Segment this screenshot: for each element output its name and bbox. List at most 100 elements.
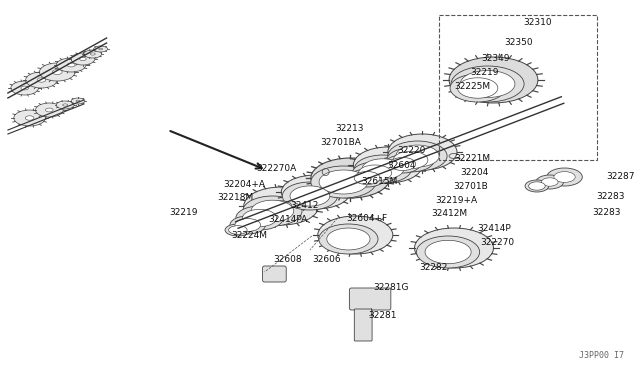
Ellipse shape — [235, 218, 260, 231]
Ellipse shape — [385, 155, 420, 173]
Ellipse shape — [243, 209, 276, 227]
Text: 32204: 32204 — [460, 167, 488, 176]
Ellipse shape — [547, 168, 582, 186]
Text: 32701B: 32701B — [453, 182, 488, 190]
Ellipse shape — [307, 187, 325, 197]
Ellipse shape — [94, 46, 108, 52]
FancyBboxPatch shape — [262, 266, 286, 282]
Ellipse shape — [353, 147, 422, 183]
Ellipse shape — [11, 81, 38, 95]
Text: 32219: 32219 — [170, 208, 198, 217]
Ellipse shape — [271, 201, 292, 211]
Ellipse shape — [251, 200, 294, 222]
Ellipse shape — [311, 166, 376, 198]
Ellipse shape — [99, 48, 102, 50]
Text: 32204+A: 32204+A — [223, 180, 265, 189]
FancyBboxPatch shape — [349, 288, 391, 310]
Ellipse shape — [353, 162, 397, 184]
Ellipse shape — [56, 58, 86, 72]
Ellipse shape — [355, 155, 412, 183]
Ellipse shape — [56, 101, 74, 109]
Ellipse shape — [417, 236, 479, 268]
Ellipse shape — [536, 175, 564, 189]
Text: 32281: 32281 — [368, 311, 397, 320]
Text: 32412M: 32412M — [431, 208, 467, 218]
Text: 32283: 32283 — [592, 208, 621, 217]
Ellipse shape — [394, 151, 428, 169]
Ellipse shape — [282, 182, 337, 210]
Ellipse shape — [26, 72, 57, 88]
Text: 32221M: 32221M — [454, 154, 490, 163]
Ellipse shape — [71, 98, 85, 104]
Text: 32283: 32283 — [596, 192, 625, 201]
Ellipse shape — [236, 206, 284, 230]
Ellipse shape — [21, 86, 28, 90]
Ellipse shape — [37, 78, 46, 82]
Ellipse shape — [358, 165, 392, 181]
Ellipse shape — [378, 160, 397, 170]
Ellipse shape — [71, 53, 95, 65]
Ellipse shape — [79, 57, 86, 61]
Text: 32220: 32220 — [397, 145, 426, 154]
Ellipse shape — [449, 57, 538, 103]
Ellipse shape — [481, 74, 506, 86]
Text: 32604: 32604 — [387, 160, 415, 170]
Ellipse shape — [45, 108, 53, 112]
Text: 32225M: 32225M — [454, 81, 490, 90]
Text: 32219: 32219 — [471, 67, 499, 77]
Bar — [439, 15, 597, 160]
Text: 32412: 32412 — [290, 201, 319, 209]
FancyBboxPatch shape — [355, 309, 372, 341]
Ellipse shape — [243, 196, 302, 226]
Ellipse shape — [425, 240, 471, 264]
Text: 32287: 32287 — [606, 171, 634, 180]
Text: 32282: 32282 — [419, 263, 448, 273]
Text: 32615M: 32615M — [361, 176, 397, 186]
Ellipse shape — [327, 228, 370, 250]
Ellipse shape — [388, 141, 447, 171]
Ellipse shape — [84, 50, 102, 58]
Ellipse shape — [290, 186, 330, 206]
Ellipse shape — [282, 175, 350, 209]
Text: 32414P: 32414P — [477, 224, 511, 232]
Text: 32604+F: 32604+F — [346, 214, 388, 222]
Ellipse shape — [76, 100, 80, 102]
Ellipse shape — [396, 145, 439, 167]
Ellipse shape — [354, 171, 380, 185]
Ellipse shape — [451, 66, 524, 102]
Ellipse shape — [311, 158, 390, 198]
Ellipse shape — [388, 134, 457, 170]
Ellipse shape — [525, 180, 548, 192]
Text: 322270: 322270 — [481, 237, 515, 247]
Ellipse shape — [529, 182, 545, 190]
Ellipse shape — [450, 74, 506, 102]
Ellipse shape — [90, 53, 95, 55]
Text: 32608: 32608 — [273, 256, 302, 264]
Ellipse shape — [67, 63, 75, 67]
Text: 32310: 32310 — [523, 17, 552, 26]
Ellipse shape — [40, 63, 75, 81]
Ellipse shape — [387, 148, 435, 172]
Ellipse shape — [319, 224, 378, 254]
Ellipse shape — [458, 78, 498, 98]
Ellipse shape — [349, 169, 385, 187]
Ellipse shape — [52, 70, 62, 74]
Ellipse shape — [362, 159, 404, 179]
Text: 32606: 32606 — [312, 256, 340, 264]
Text: 32350: 32350 — [504, 38, 533, 46]
Ellipse shape — [63, 104, 68, 106]
Ellipse shape — [390, 157, 415, 171]
Ellipse shape — [230, 216, 266, 234]
Ellipse shape — [443, 243, 465, 253]
Ellipse shape — [36, 103, 63, 117]
Ellipse shape — [25, 116, 34, 120]
Text: 32224M: 32224M — [231, 231, 267, 240]
Ellipse shape — [225, 224, 251, 236]
Ellipse shape — [345, 230, 365, 240]
Text: 322270A: 322270A — [257, 164, 297, 173]
Text: J3PP00 I7: J3PP00 I7 — [579, 351, 624, 360]
Ellipse shape — [319, 170, 368, 194]
Ellipse shape — [413, 147, 432, 157]
Text: 32414PA: 32414PA — [268, 215, 308, 224]
Ellipse shape — [14, 110, 45, 126]
